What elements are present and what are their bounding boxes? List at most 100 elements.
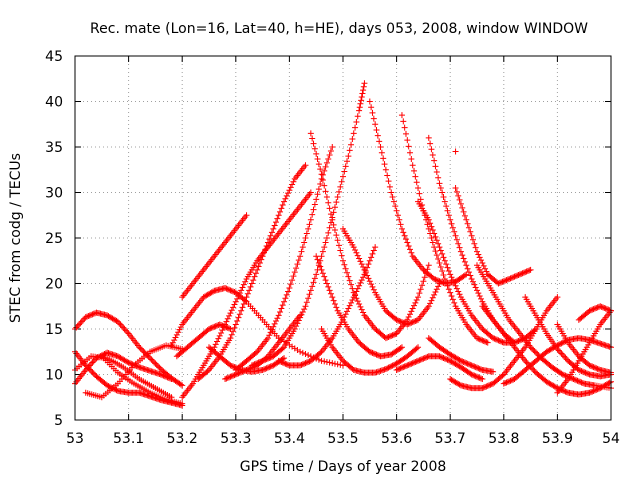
data-point-plus-marker: [232, 371, 239, 378]
data-point-plus-marker: [329, 144, 336, 150]
data-point-plus-marker: [151, 359, 158, 366]
data-point-plus-marker: [289, 181, 296, 188]
data-point-plus-marker: [306, 221, 313, 228]
satellite-arc-series: [179, 212, 250, 301]
data-point-plus-marker: [457, 248, 464, 255]
data-point-plus-marker: [388, 363, 395, 370]
data-point-plus-marker: [349, 285, 356, 292]
data-point-plus-marker: [120, 324, 127, 331]
data-point-plus-marker: [268, 326, 275, 333]
data-point-plus-marker: [437, 247, 444, 254]
data-point-plus-marker: [512, 339, 519, 346]
data-point-plus-marker: [451, 279, 458, 286]
data-point-plus-marker: [581, 369, 588, 376]
data-point-plus-marker: [463, 216, 470, 223]
data-point-plus-marker: [376, 138, 383, 145]
data-point-plus-marker: [373, 351, 380, 358]
satellite-arc-series: [307, 130, 432, 342]
data-point-plus-marker: [258, 256, 265, 263]
data-point-plus-marker: [478, 375, 485, 382]
data-point-plus-marker: [368, 281, 375, 288]
data-point-plus-marker: [313, 253, 320, 260]
data-point-plus-marker: [305, 295, 312, 302]
data-point-plus-marker: [429, 151, 436, 158]
data-point-plus-marker: [523, 268, 530, 275]
data-point-plus-marker: [236, 311, 243, 318]
data-point-plus-marker: [273, 219, 279, 226]
data-point-plus-marker: [478, 336, 485, 343]
data-point-plus-marker: [267, 329, 274, 336]
data-point-plus-marker: [268, 229, 275, 236]
data-point-plus-marker: [212, 341, 219, 348]
data-point-plus-marker: [409, 305, 416, 312]
data-point-plus-marker: [436, 180, 443, 187]
data-point-plus-marker: [503, 379, 510, 386]
data-point-plus-marker: [396, 318, 403, 325]
data-point-plus-marker: [456, 196, 463, 203]
satellite-arc-series: [173, 321, 234, 360]
data-point-plus-marker: [299, 308, 306, 315]
data-point-plus-marker: [398, 344, 405, 351]
data-point-plus-marker: [338, 178, 345, 185]
data-point-plus-marker: [315, 161, 322, 168]
data-point-plus-marker: [263, 242, 270, 249]
data-point-plus-marker: [451, 228, 458, 235]
data-point-plus-marker: [350, 130, 357, 137]
data-point-plus-marker: [228, 287, 235, 294]
data-point-plus-marker: [279, 302, 286, 309]
data-point-plus-marker: [327, 147, 334, 154]
data-point-plus-marker: [578, 379, 585, 386]
data-point-plus-marker: [227, 373, 234, 380]
data-point-plus-marker: [179, 382, 186, 389]
data-point-plus-marker: [378, 149, 385, 156]
data-point-plus-marker: [579, 368, 586, 375]
data-point-plus-marker: [420, 355, 427, 362]
data-point-plus-marker: [345, 305, 352, 312]
data-point-plus-marker: [385, 333, 392, 340]
data-point-plus-marker: [445, 286, 452, 293]
data-point-plus-marker: [301, 239, 308, 246]
data-point-plus-marker: [427, 140, 434, 147]
data-point-plus-marker: [502, 277, 509, 284]
data-point-plus-marker: [409, 360, 416, 367]
data-point-plus-marker: [603, 306, 610, 313]
data-point-plus-marker: [326, 205, 333, 212]
data-point-plus-marker: [444, 282, 451, 289]
data-point-plus-marker: [373, 126, 380, 133]
data-point-plus-marker: [360, 83, 367, 90]
data-point-plus-marker: [583, 370, 590, 377]
data-point-plus-marker: [93, 355, 100, 362]
data-point-plus-marker: [231, 301, 238, 308]
data-point-plus-marker: [404, 362, 411, 369]
data-point-plus-marker: [218, 329, 225, 336]
data-point-plus-marker: [433, 252, 440, 259]
data-point-plus-marker: [507, 377, 514, 384]
data-point-plus-marker: [227, 310, 234, 317]
data-point-plus-marker: [435, 277, 442, 284]
data-point-plus-marker: [586, 307, 593, 314]
data-point-plus-marker: [506, 378, 513, 385]
data-point-plus-marker: [440, 271, 447, 278]
data-point-plus-marker: [286, 187, 293, 194]
data-point-plus-marker: [490, 335, 497, 342]
data-point-plus-marker: [358, 261, 365, 268]
data-point-plus-marker: [77, 320, 84, 327]
data-point-plus-marker: [314, 256, 321, 263]
data-point-plus-marker: [333, 304, 340, 311]
data-point-plus-marker: [299, 349, 306, 356]
data-point-plus-marker: [266, 364, 273, 371]
data-point-plus-marker: [235, 314, 242, 321]
data-point-plus-marker: [405, 242, 412, 249]
data-point-plus-marker: [357, 279, 364, 286]
data-point-plus-marker: [159, 372, 166, 379]
data-point-plus-marker: [243, 294, 250, 301]
data-point-plus-marker: [124, 358, 131, 365]
data-point-plus-marker: [408, 319, 415, 326]
data-point-plus-marker: [482, 384, 489, 391]
data-point-plus-marker: [325, 229, 332, 236]
data-point-plus-marker: [397, 318, 404, 325]
data-point-plus-marker: [227, 326, 234, 332]
data-point-plus-marker: [437, 184, 444, 191]
data-point-plus-marker: [472, 244, 479, 251]
data-point-plus-marker: [335, 242, 342, 249]
